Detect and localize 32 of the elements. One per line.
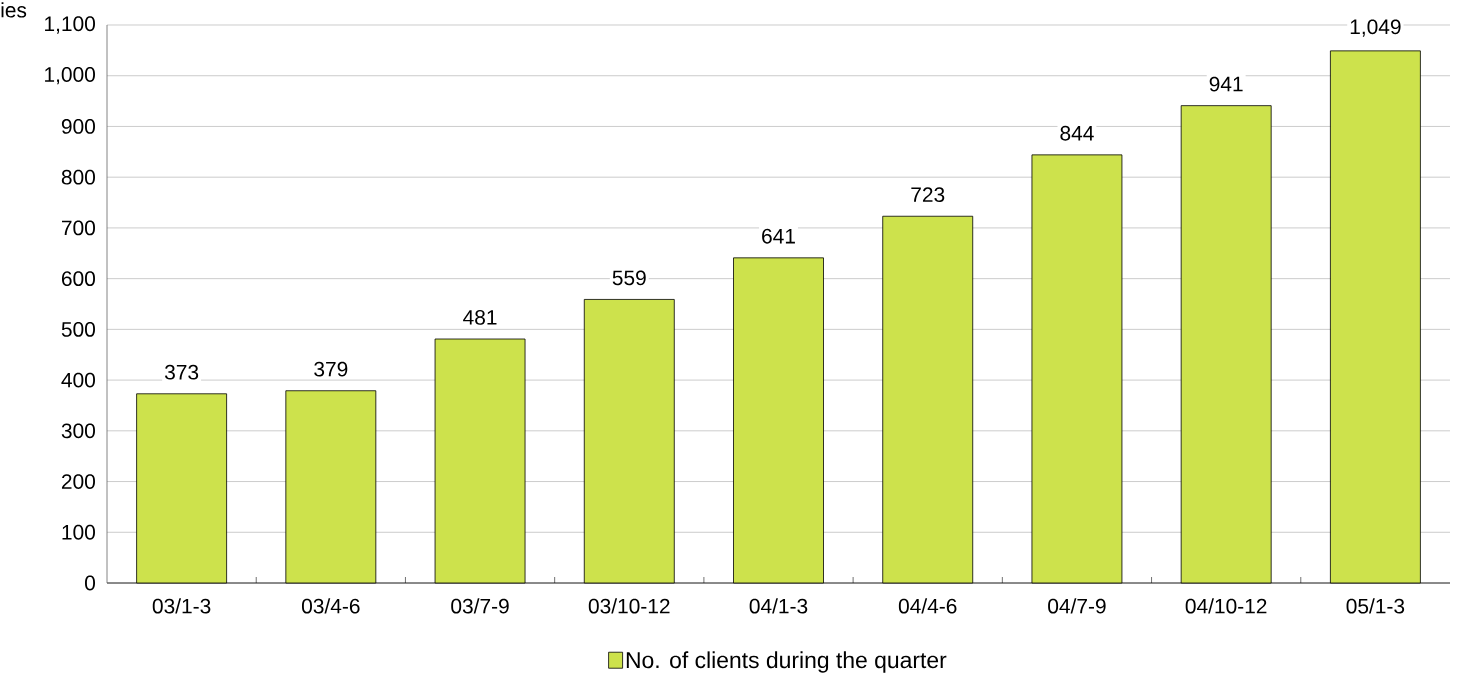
legend-label: No. of clients during the quarter <box>626 651 947 673</box>
y-tick-label: 1,000 <box>45 67 95 85</box>
x-tick-label: 03/10-12 <box>588 598 670 614</box>
x-tick-label: 03/1-3 <box>152 598 211 614</box>
y-tick-label: 300 <box>61 423 95 439</box>
x-tick-label: 04/7-9 <box>1048 598 1106 614</box>
data-label: 641 <box>762 228 795 244</box>
x-tick-label: 04/1-3 <box>749 598 808 614</box>
data-label: 723 <box>911 187 945 203</box>
data-label: 379 <box>314 361 348 377</box>
y-tick-label: 400 <box>61 372 95 388</box>
x-tick-label: 03/7-9 <box>451 598 509 614</box>
y-tick-label: 0 <box>85 575 95 591</box>
data-label: 1,049 <box>1350 19 1401 37</box>
y-tick-label: 500 <box>61 321 95 337</box>
x-tick-label: 03/4-6 <box>301 598 360 614</box>
y-axis-title: ies <box>1 2 27 18</box>
y-tick-label: 1,100 <box>45 16 95 34</box>
y-tick-label: 600 <box>61 271 95 287</box>
y-tick-label: 800 <box>61 169 95 185</box>
y-tick-label: 700 <box>62 220 95 236</box>
x-tick-label: 05/1-3 <box>1346 598 1405 614</box>
data-label: 941 <box>1209 76 1243 92</box>
y-tick-label: 900 <box>61 119 95 134</box>
x-tick-label: 04/10-12 <box>1185 598 1267 614</box>
data-label: 559 <box>612 270 646 286</box>
x-tick-label: 04/4-6 <box>898 598 957 614</box>
y-tick-label: 100 <box>62 524 95 540</box>
y-tick-label: 200 <box>61 474 95 489</box>
data-label: 844 <box>1060 125 1094 141</box>
data-label: 373 <box>164 364 199 380</box>
data-label: 481 <box>463 309 497 325</box>
